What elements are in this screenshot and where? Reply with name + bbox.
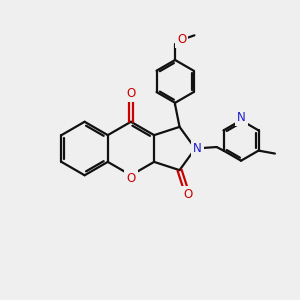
Text: O: O bbox=[126, 172, 136, 185]
Text: N: N bbox=[193, 142, 202, 155]
Text: O: O bbox=[126, 87, 136, 100]
Text: O: O bbox=[177, 33, 186, 46]
Text: N: N bbox=[237, 111, 245, 124]
Text: O: O bbox=[183, 188, 192, 201]
